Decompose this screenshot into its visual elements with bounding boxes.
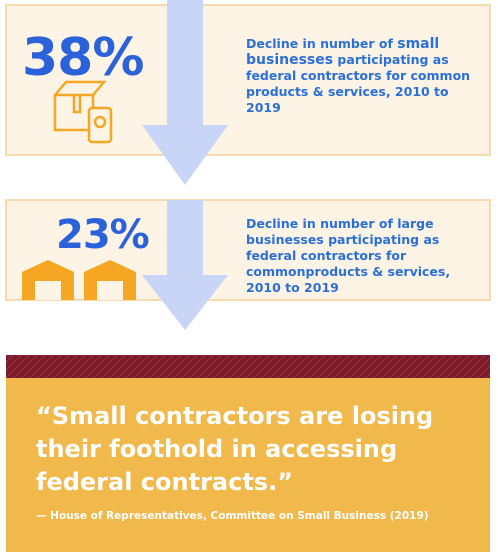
stat-description: Decline in number of large businesses pa… — [246, 216, 481, 296]
box-icon — [53, 80, 113, 144]
pattern-band — [6, 355, 490, 379]
attribution: — House of Representatives, Committee on… — [36, 510, 429, 522]
warehouse-icon — [22, 260, 136, 300]
stat-description: Decline in number of small businesses pa… — [246, 36, 481, 116]
text: Decline in number of large businesses pa… — [246, 216, 451, 295]
text: participating as federal contractors for… — [246, 52, 471, 115]
stat-figure: 23% — [56, 212, 150, 258]
quote: “Small contractors are losing their foot… — [36, 402, 434, 496]
text: small businesses — [246, 36, 440, 68]
arrow — [142, 0, 228, 185]
arrow — [142, 200, 228, 330]
quote-box — [6, 378, 490, 552]
text: Decline in number of — [246, 36, 398, 51]
stat-figure: 38% — [22, 28, 144, 88]
